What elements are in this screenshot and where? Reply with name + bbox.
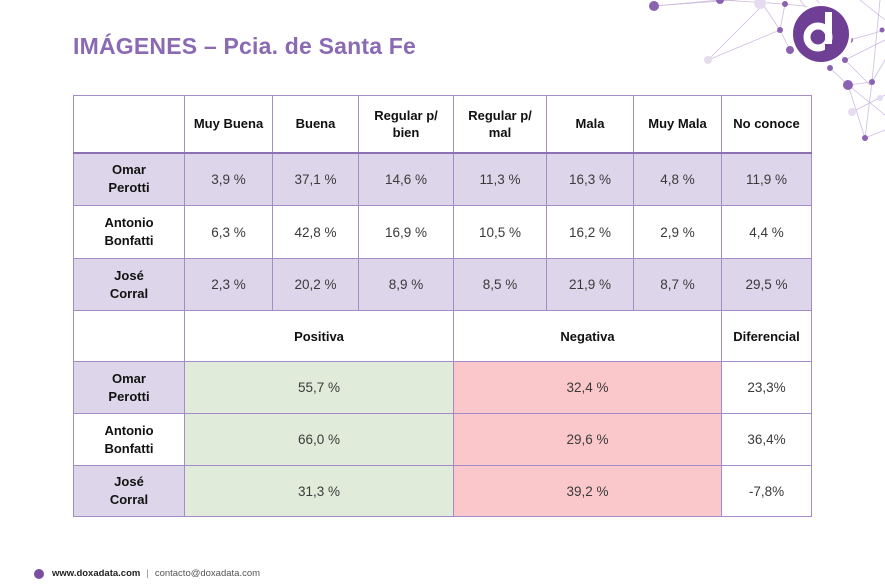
- value-cell: 37,1 %: [272, 152, 359, 206]
- value-cell: 11,9 %: [721, 152, 812, 206]
- value-cell: 8,7 %: [633, 258, 722, 311]
- ratings-table: Muy Buena Buena Regular p/bien Regular p…: [73, 95, 812, 517]
- header-line: bien: [392, 124, 420, 140]
- header-muy-mala: Muy Mala: [633, 95, 722, 154]
- name-line: Bonfatti: [104, 233, 154, 248]
- header-line: Regular p/: [468, 107, 532, 123]
- header-diferencial: Diferencial: [721, 310, 812, 362]
- value-cell: 42,8 %: [272, 205, 359, 259]
- differential-cell: 23,3%: [721, 361, 812, 414]
- header-empty-cell: [73, 95, 185, 154]
- header-negativa: Negativa: [453, 310, 722, 362]
- name-line: Perotti: [108, 388, 150, 404]
- footer-separator: |: [146, 568, 149, 579]
- name-line: Perotti: [108, 180, 150, 196]
- footer: www.doxadata.com | contacto@doxadata.com: [34, 568, 260, 579]
- header-regular-bien: Regular p/bien: [358, 95, 454, 154]
- table-row: Omar Perotti 3,9 % 37,1 % 14,6 % 11,3 % 1…: [73, 152, 812, 206]
- summary-row: Antonio Bonfatti 66,0 % 29,6 % 36,4%: [73, 413, 812, 466]
- summary-row: José Corral 31,3 % 39,2 % -7,8%: [73, 465, 812, 517]
- differential-cell: 36,4%: [721, 413, 812, 466]
- negative-cell: 39,2 %: [453, 465, 722, 517]
- positive-cell: 66,0 %: [184, 413, 454, 466]
- positive-cell: 55,7 %: [184, 361, 454, 414]
- value-cell: 4,8 %: [633, 152, 722, 206]
- candidate-name: José Corral: [73, 258, 185, 311]
- value-cell: 8,5 %: [453, 258, 547, 311]
- bullet-dot-icon: [34, 568, 44, 579]
- header-muy-buena: Muy Buena: [184, 95, 273, 154]
- name-line: José: [114, 267, 144, 283]
- email-link[interactable]: contacto@doxadata.com: [154, 568, 261, 579]
- positive-cell: 31,3 %: [184, 465, 454, 517]
- value-cell: 16,3 %: [546, 152, 634, 206]
- differential-cell: -7,8%: [721, 465, 812, 517]
- header-mala: Mala: [546, 95, 634, 154]
- page-title: IMÁGENES – Pcia. de Santa Fe: [73, 33, 417, 59]
- negative-cell: 29,6 %: [453, 413, 722, 466]
- value-cell: 6,3 %: [184, 205, 273, 259]
- table-row: Antonio Bonfatti 6,3 % 42,8 % 16,9 % 10,5…: [73, 205, 812, 259]
- name-line: Corral: [109, 492, 149, 507]
- value-cell: 10,5 %: [453, 205, 547, 259]
- header-positiva: Positiva: [184, 310, 454, 362]
- candidate-name: José Corral: [73, 465, 185, 517]
- value-cell: 16,9 %: [358, 205, 454, 259]
- header-buena: Buena: [272, 95, 359, 154]
- name-line: Corral: [109, 285, 149, 301]
- header-line: mal: [488, 124, 512, 140]
- doxadata-d-logo-icon: [790, 3, 852, 65]
- candidate-name: Antonio Bonfatti: [73, 205, 185, 259]
- value-cell: 11,3 %: [453, 152, 547, 206]
- name-line: Antonio: [104, 422, 154, 438]
- value-cell: 16,2 %: [546, 205, 634, 259]
- negative-cell: 32,4 %: [453, 361, 722, 414]
- value-cell: 21,9 %: [546, 258, 634, 311]
- website-link[interactable]: www.doxadata.com: [52, 568, 141, 579]
- candidate-name: Antonio Bonfatti: [73, 413, 185, 466]
- header-regular-mal: Regular p/mal: [453, 95, 547, 154]
- value-cell: 8,9 %: [358, 258, 454, 311]
- value-cell: 14,6 %: [358, 152, 454, 206]
- header-no-conoce: No conoce: [721, 95, 812, 154]
- name-line: Omar: [112, 370, 146, 386]
- name-line: Antonio: [104, 215, 154, 230]
- value-cell: 29,5 %: [721, 258, 812, 311]
- value-cell: 2,9 %: [633, 205, 722, 259]
- name-line: Bonfatti: [104, 440, 154, 456]
- candidate-name: Omar Perotti: [73, 361, 185, 414]
- value-cell: 4,4 %: [721, 205, 812, 259]
- value-cell: 3,9 %: [184, 152, 273, 206]
- name-line: José: [114, 474, 144, 489]
- candidate-name: Omar Perotti: [73, 152, 185, 206]
- network-decoration: [649, 0, 885, 141]
- name-line: Omar: [112, 162, 146, 178]
- table-row: José Corral 2,3 % 20,2 % 8,9 % 8,5 % 21,9…: [73, 258, 812, 311]
- header-line: Regular p/: [374, 107, 438, 123]
- value-cell: 20,2 %: [272, 258, 359, 311]
- summary-empty-cell: [73, 310, 185, 362]
- value-cell: 2,3 %: [184, 258, 273, 311]
- summary-row: Omar Perotti 55,7 % 32,4 % 23,3%: [73, 361, 812, 414]
- summary-header-row: Positiva Negativa Diferencial: [73, 310, 812, 362]
